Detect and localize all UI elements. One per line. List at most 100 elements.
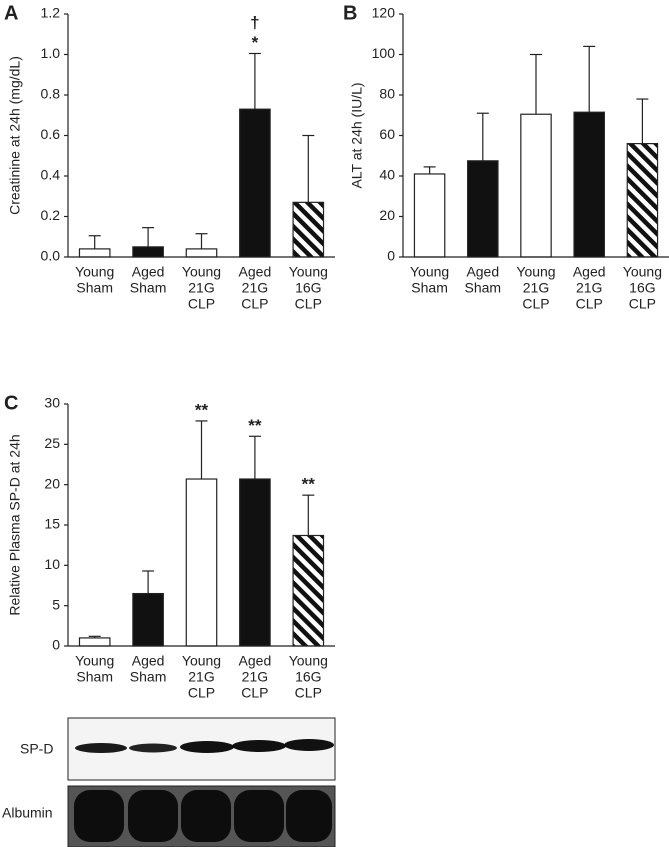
bar	[78, 248, 111, 258]
bar	[239, 478, 271, 647]
x-tick-label: CLP	[241, 685, 268, 701]
x-tick-label: Sham	[130, 280, 167, 296]
y-tick-label: 20	[379, 207, 395, 223]
x-tick-label: 21G	[188, 669, 214, 685]
significance-marker: †	[250, 13, 259, 32]
bar	[292, 201, 325, 258]
bar	[520, 113, 552, 258]
y-tick-label: 0.6	[41, 126, 61, 142]
blot-band	[181, 790, 231, 842]
x-tick-label: Young	[289, 264, 328, 280]
bar	[239, 108, 271, 258]
y-tick-label: 80	[379, 86, 395, 102]
x-tick-label: CLP	[241, 296, 268, 312]
y-tick-label: 1.0	[41, 45, 61, 61]
bar	[413, 173, 446, 258]
blot-band	[234, 790, 284, 842]
x-tick-label: CLP	[522, 296, 549, 312]
x-tick-label: 16G	[629, 280, 655, 296]
x-tick-label: CLP	[295, 685, 322, 701]
panel-label: A	[4, 2, 18, 24]
y-tick-label: 20	[44, 475, 60, 491]
blot-band	[232, 740, 286, 752]
x-tick-label: Young	[75, 653, 114, 669]
y-tick-label: 5	[52, 596, 60, 612]
bar	[185, 248, 218, 258]
x-tick-label: CLP	[188, 685, 215, 701]
significance-marker: **	[248, 416, 262, 435]
x-tick-label: CLP	[576, 296, 603, 312]
y-tick-label: 1.2	[41, 5, 61, 21]
blot-band	[74, 790, 124, 842]
western-blot: SP-D Albumin	[2, 717, 336, 847]
blot-band	[128, 790, 178, 842]
x-tick-label: Sham	[411, 280, 448, 296]
y-tick-label: 10	[44, 556, 60, 572]
x-tick-label: CLP	[188, 296, 215, 312]
bar	[467, 160, 499, 258]
x-tick-label: Aged	[466, 264, 499, 280]
x-tick-label: 21G	[523, 280, 549, 296]
significance-marker: **	[195, 400, 209, 419]
x-tick-label: CLP	[629, 296, 656, 312]
panel-label: B	[343, 2, 357, 24]
x-tick-label: Aged	[239, 264, 272, 280]
y-tick-label: 0.0	[41, 248, 61, 264]
x-tick-label: Young	[182, 264, 221, 280]
y-tick-label: 0	[387, 248, 395, 264]
panel-label: C	[4, 392, 18, 414]
significance-marker: *	[252, 33, 259, 52]
y-tick-label: 0.2	[41, 207, 61, 223]
x-tick-label: Young	[75, 264, 114, 280]
x-tick-label: Sham	[465, 280, 502, 296]
x-tick-label: Sham	[76, 669, 113, 685]
x-tick-label: Young	[410, 264, 449, 280]
blot-band	[286, 790, 332, 842]
blot-band	[75, 743, 127, 753]
significance-marker: **	[302, 475, 316, 494]
x-tick-label: Aged	[132, 653, 165, 669]
blot-band	[180, 741, 234, 753]
x-tick-label: Sham	[76, 280, 113, 296]
y-tick-label: 0.4	[41, 167, 61, 183]
x-tick-label: Aged	[573, 264, 606, 280]
y-tick-label: 40	[379, 167, 395, 183]
x-tick-label: Young	[289, 653, 328, 669]
x-tick-label: 16G	[295, 669, 321, 685]
y-tick-label: 0	[52, 637, 60, 653]
y-axis-label: Relative Plasma SP-D at 24h	[7, 434, 23, 615]
x-tick-label: Young	[182, 653, 221, 669]
y-tick-label: 25	[44, 435, 60, 451]
bar	[132, 246, 164, 258]
x-tick-label: 21G	[242, 669, 268, 685]
x-tick-label: 21G	[242, 280, 268, 296]
x-tick-label: Aged	[132, 264, 165, 280]
y-tick-label: 30	[44, 395, 60, 411]
blot-band	[284, 739, 334, 751]
blot-row-label: Albumin	[2, 805, 53, 821]
x-tick-label: CLP	[295, 296, 322, 312]
x-tick-label: Aged	[239, 653, 272, 669]
y-tick-label: 100	[372, 45, 396, 61]
y-axis-label: Creatinine at 24h (mg/dL)	[7, 56, 23, 215]
blot-band	[129, 743, 177, 753]
bar	[573, 111, 605, 258]
y-tick-label: 60	[379, 126, 395, 142]
x-tick-label: Young	[623, 264, 662, 280]
bar	[185, 478, 218, 647]
bar	[78, 637, 111, 647]
bar	[132, 592, 164, 647]
y-tick-label: 0.8	[41, 86, 61, 102]
x-tick-label: 21G	[188, 280, 214, 296]
y-axis-label: ALT at 24h (IU/L)	[349, 82, 365, 188]
bar	[626, 143, 659, 258]
x-tick-label: 21G	[576, 280, 602, 296]
bar	[292, 534, 325, 647]
x-tick-label: 16G	[295, 280, 321, 296]
x-tick-label: Young	[516, 264, 555, 280]
x-tick-label: Sham	[130, 669, 167, 685]
y-tick-label: 15	[44, 516, 60, 532]
y-tick-label: 120	[372, 5, 396, 21]
blot-row-label: SP-D	[20, 741, 53, 757]
